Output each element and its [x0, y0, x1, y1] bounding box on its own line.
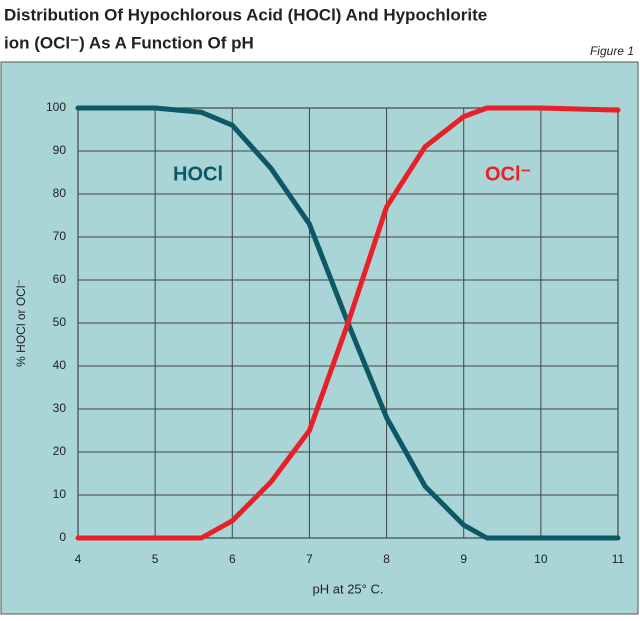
y-tick-label: 60: [53, 272, 67, 286]
chart-title: Distribution Of Hypochlorous Acid (HOCl)…: [4, 5, 487, 24]
x-tick-label: 4: [75, 552, 82, 566]
y-tick-label: 80: [53, 186, 67, 200]
x-axis-label: pH at 25° C.: [313, 581, 384, 596]
y-tick-label: 40: [53, 358, 67, 372]
y-axis-label: % HOCl or OCl⁻: [14, 279, 28, 367]
panel-background: [0, 61, 639, 615]
x-tick-label: 5: [152, 552, 159, 566]
y-tick-label: 100: [46, 100, 66, 114]
y-tick-label: 30: [53, 401, 67, 415]
x-tick-label: 7: [306, 552, 313, 566]
x-tick-label: 10: [534, 552, 548, 566]
x-tick-label: 6: [229, 552, 236, 566]
series-line: [75, 105, 621, 541]
y-tick-label: 10: [53, 487, 67, 501]
chart-title: ion (OCl⁻) As A Function Of pH: [4, 33, 254, 52]
figure-label: Figure 1: [590, 44, 634, 58]
y-tick-label: 70: [53, 229, 67, 243]
y-tick-label: 50: [53, 315, 67, 329]
y-tick-label: 0: [59, 530, 66, 544]
x-tick-label: 8: [383, 552, 390, 566]
series-label: OCl⁻: [485, 163, 531, 185]
y-tick-label: 20: [53, 444, 67, 458]
series-label: HOCl: [173, 163, 223, 185]
x-tick-label: 11: [612, 552, 625, 566]
x-tick-label: 9: [460, 552, 467, 566]
y-tick-label: 90: [53, 143, 67, 157]
